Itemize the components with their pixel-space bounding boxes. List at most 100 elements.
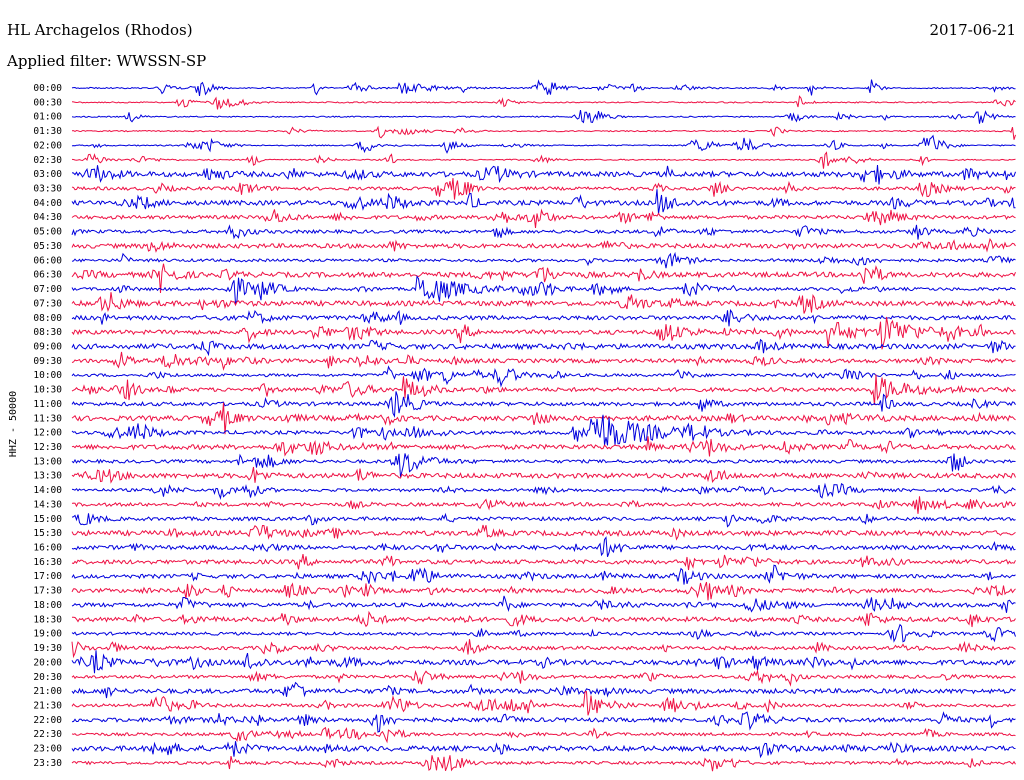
trace-line	[71, 482, 1016, 500]
trace-line	[71, 275, 1016, 306]
trace-line	[71, 564, 1016, 585]
time-tick-label: 04:00	[33, 198, 62, 209]
time-tick-label: 19:00	[33, 629, 62, 640]
trace-line	[71, 110, 1016, 124]
trace-line	[71, 436, 1016, 457]
trace-line	[71, 251, 1016, 269]
time-tick-label: 14:30	[33, 499, 62, 510]
trace-line	[71, 639, 1016, 659]
time-tick-label: 03:00	[33, 169, 62, 180]
trace-line	[71, 351, 1016, 371]
time-tick-label: 06:30	[33, 270, 62, 281]
time-tick-label: 17:30	[33, 586, 62, 597]
trace-line	[71, 669, 1016, 687]
time-tick-label: 11:30	[33, 413, 62, 424]
time-tick-label: 22:30	[33, 729, 62, 740]
trace-line	[71, 391, 1016, 418]
time-tick-label: 20:30	[33, 672, 62, 683]
trace-line	[71, 595, 1016, 613]
trace-line	[71, 496, 1016, 514]
trace-line	[71, 365, 1016, 388]
time-tick-label: 09:30	[33, 356, 62, 367]
trace-line	[71, 374, 1016, 406]
time-tick-label: 15:00	[33, 514, 62, 525]
trace-line	[71, 224, 1016, 240]
trace-line	[71, 208, 1016, 228]
time-tick-label: 10:30	[33, 385, 62, 396]
time-tick-label: 10:00	[33, 370, 62, 381]
time-tick-label: 08:00	[33, 313, 62, 324]
time-tick-label: 18:30	[33, 614, 62, 625]
time-tick-label: 13:00	[33, 456, 62, 467]
trace-line	[71, 755, 1016, 772]
trace-line	[71, 178, 1016, 200]
trace-line	[71, 79, 1016, 96]
station-title: HL Archagelos (Rhodos)	[7, 21, 193, 39]
trace-line	[71, 554, 1016, 571]
trace-line	[71, 189, 1016, 214]
trace-line	[71, 726, 1016, 744]
filter-label: Applied filter: WWSSN-SP	[6, 52, 206, 70]
trace-line	[71, 466, 1016, 484]
time-tick-labels: 00:00 00:30 01:00 01:30 02:00 02:30 03:00 03:30…	[33, 83, 62, 769]
time-tick-label: 04:30	[33, 212, 62, 223]
time-tick-label: 14:00	[33, 485, 62, 496]
time-tick-label: 08:30	[33, 327, 62, 338]
time-tick-label: 02:30	[33, 155, 62, 166]
seismic-traces	[71, 79, 1016, 772]
chart-date: 2017-06-21	[930, 21, 1016, 39]
time-tick-label: 09:00	[33, 341, 62, 352]
trace-line	[71, 623, 1016, 643]
trace-line	[71, 650, 1016, 674]
trace-line	[71, 338, 1016, 357]
time-tick-label: 12:30	[33, 442, 62, 453]
trace-line	[71, 292, 1016, 314]
time-tick-label: 19:30	[33, 643, 62, 654]
time-tick-label: 13:30	[33, 471, 62, 482]
trace-line	[71, 414, 1016, 446]
time-tick-label: 12:00	[33, 428, 62, 439]
time-tick-label: 23:30	[33, 758, 62, 769]
time-tick-label: 21:00	[33, 686, 62, 697]
time-tick-label: 18:00	[33, 600, 62, 611]
trace-line	[71, 453, 1016, 478]
trace-line	[71, 238, 1016, 253]
trace-line	[71, 263, 1016, 294]
trace-line	[71, 691, 1016, 716]
time-tick-label: 21:30	[33, 700, 62, 711]
time-tick-label: 01:30	[33, 126, 62, 137]
trace-line	[71, 741, 1016, 759]
trace-line	[71, 681, 1016, 699]
time-tick-label: 00:30	[33, 97, 62, 108]
trace-line	[71, 512, 1016, 528]
time-tick-label: 05:00	[33, 227, 62, 238]
trace-line	[71, 524, 1016, 541]
trace-line	[71, 164, 1016, 185]
time-tick-label: 20:00	[33, 657, 62, 668]
time-tick-label: 16:30	[33, 557, 62, 568]
time-tick-label: 22:00	[33, 715, 62, 726]
time-tick-label: 00:00	[33, 83, 62, 94]
trace-line	[71, 125, 1016, 140]
trace-line	[71, 308, 1016, 327]
time-tick-label: 17:00	[33, 571, 62, 582]
time-tick-label: 01:00	[33, 112, 62, 123]
time-tick-label: 15:30	[33, 528, 62, 539]
trace-line	[71, 711, 1016, 733]
time-tick-label: 06:00	[33, 255, 62, 266]
trace-line	[71, 95, 1016, 110]
trace-line	[72, 610, 1016, 628]
time-tick-label: 03:30	[33, 184, 62, 195]
trace-line	[71, 536, 1016, 557]
time-tick-label: 05:30	[33, 241, 62, 252]
trace-line	[71, 316, 1016, 350]
time-tick-label: 11:00	[33, 399, 62, 410]
time-tick-label: 07:30	[33, 298, 62, 309]
channel-label: HHZ - 50000	[8, 391, 19, 457]
time-tick-label: 02:00	[33, 140, 62, 151]
trace-line	[71, 581, 1016, 601]
trace-line	[71, 402, 1016, 435]
trace-line	[71, 134, 1016, 154]
time-tick-label: 23:00	[33, 744, 62, 755]
